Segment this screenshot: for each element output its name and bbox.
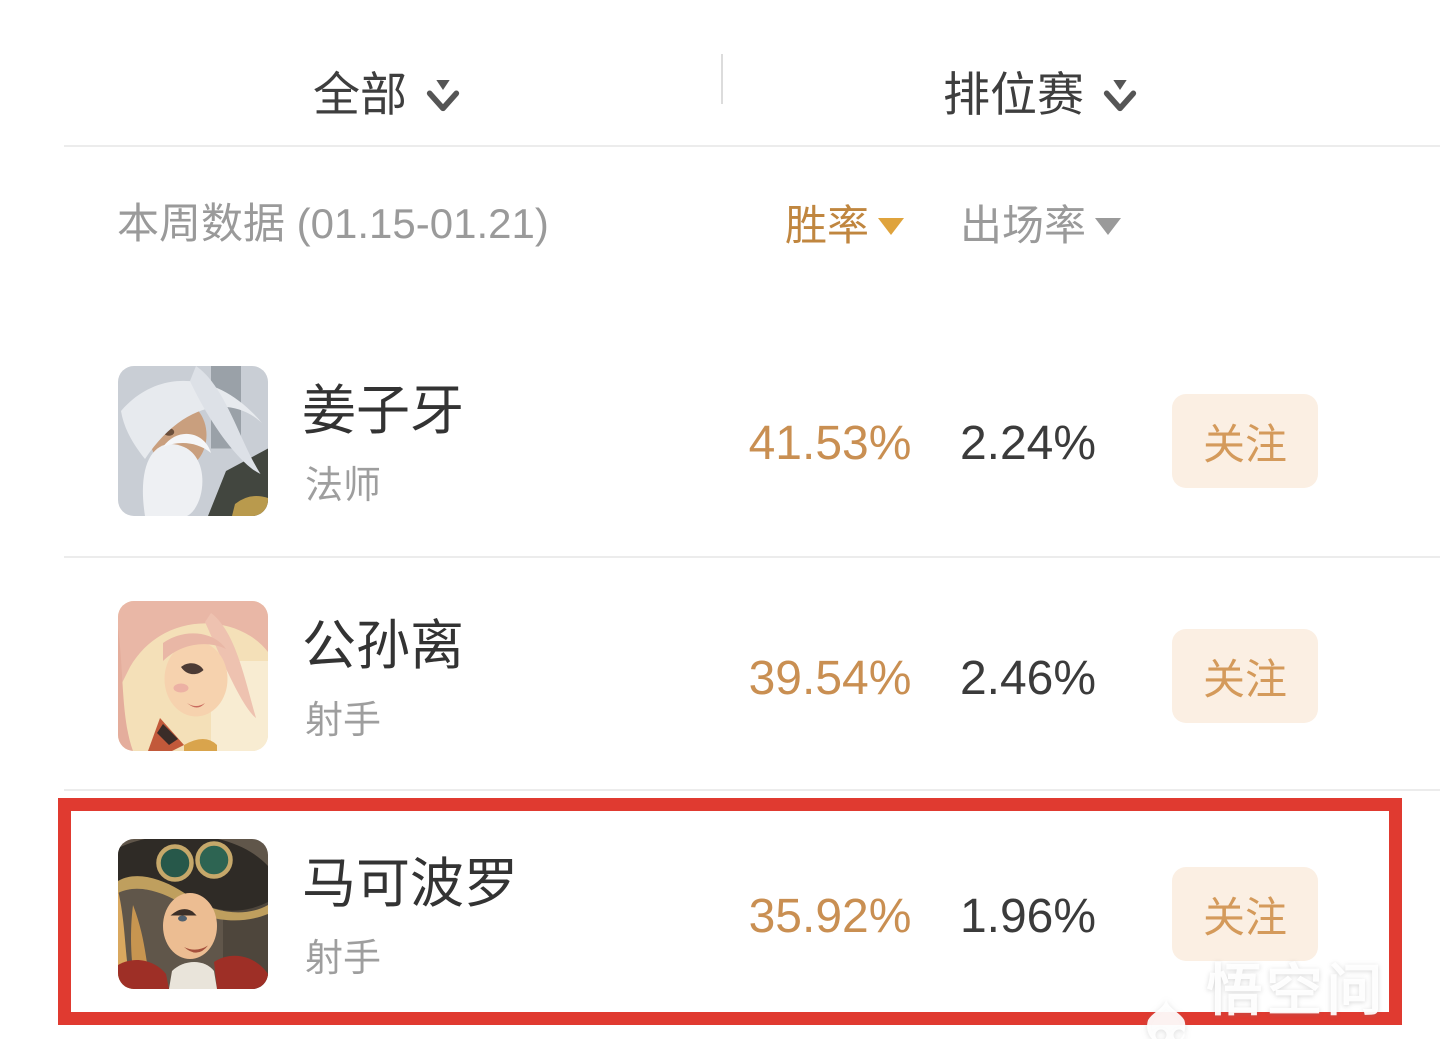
hero-portrait-gongsunli [118, 601, 268, 751]
filter-divider [721, 54, 723, 104]
hero-portrait-marcopolo [118, 839, 268, 989]
hero-avatar [118, 839, 268, 989]
pick-rate-value: 2.24% [959, 417, 1097, 470]
follow-button[interactable]: 关注 [1172, 394, 1318, 488]
hero-name: 马可波罗 [302, 854, 518, 914]
win-rate-value: 39.54% [748, 652, 912, 705]
hero-row[interactable]: 公孙离 射手 39.54% 2.46% 关注 [0, 601, 1440, 753]
hero-name: 姜子牙 [302, 381, 464, 441]
sort-pick-rate[interactable]: 出场率 [960, 192, 1122, 253]
hero-row-highlighted[interactable]: 马可波罗 射手 35.92% 1.96% 关注 [0, 839, 1440, 991]
hero-role: 射手 [305, 700, 382, 742]
win-rate-value: 41.53% [748, 417, 912, 470]
win-rate-value: 35.92% [748, 890, 912, 943]
pick-rate-value: 1.96% [959, 890, 1097, 943]
sort-pick-rate-label: 出场率 [960, 202, 1087, 249]
hero-name: 公孙离 [302, 616, 464, 676]
pick-rate-value: 2.46% [959, 652, 1097, 705]
hero-avatar [118, 366, 268, 516]
hero-avatar [118, 601, 268, 751]
hero-row[interactable]: 姜子牙 法师 41.53% 2.24% 关注 [0, 366, 1440, 518]
divider [64, 789, 1440, 791]
chevron-double-down-icon [1103, 79, 1137, 111]
filter-category-label: 全部 [313, 68, 407, 121]
chevron-double-down-icon [426, 79, 460, 111]
sort-triangle-icon [1095, 218, 1122, 235]
follow-button[interactable]: 关注 [1172, 867, 1318, 961]
follow-button[interactable]: 关注 [1172, 629, 1318, 723]
divider [64, 145, 1440, 147]
filter-category-dropdown[interactable]: 全部 [313, 56, 463, 125]
period-label: 本周数据 (01.15-01.21) [117, 200, 549, 247]
hero-portrait-jiangziya [118, 366, 268, 516]
wukong-logo-icon [1147, 999, 1186, 1039]
filter-mode-dropdown[interactable]: 排位赛 [943, 56, 1140, 125]
hero-role: 射手 [305, 938, 382, 980]
filter-mode-label: 排位赛 [943, 68, 1084, 121]
sort-win-rate[interactable]: 胜率 [785, 192, 905, 253]
divider [64, 556, 1440, 558]
sort-triangle-icon [878, 218, 905, 235]
sort-win-rate-label: 胜率 [785, 202, 870, 249]
hero-role: 法师 [305, 465, 382, 507]
